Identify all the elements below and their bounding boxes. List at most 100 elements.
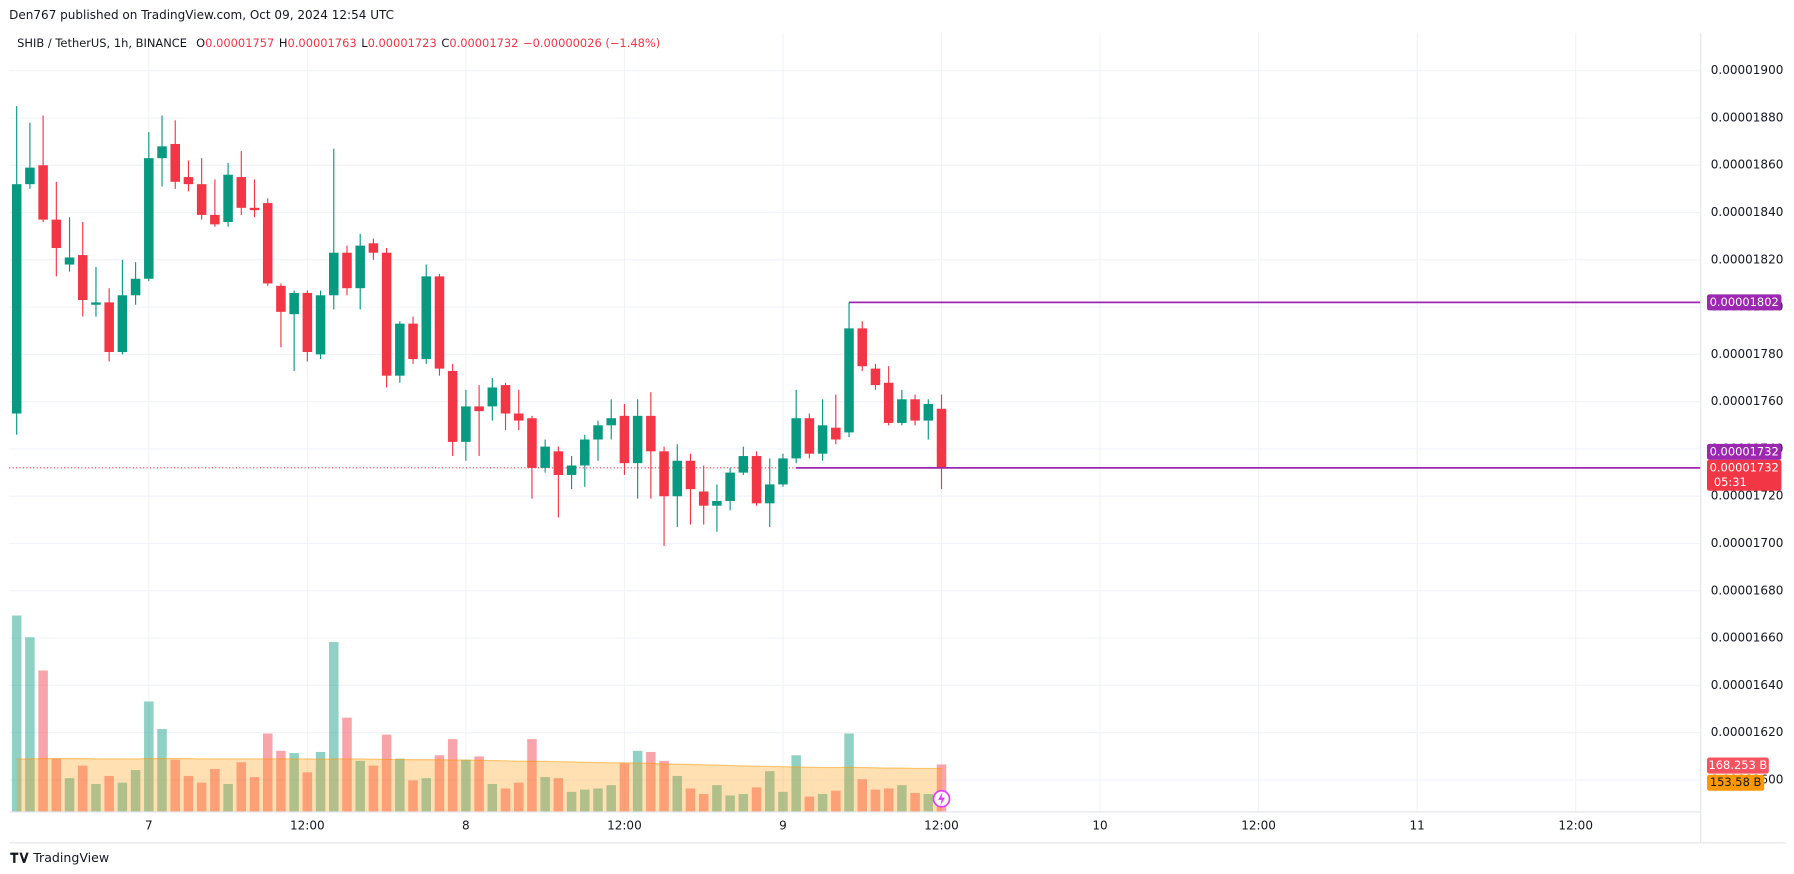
candle-body bbox=[38, 165, 48, 220]
x-tick-label: 12:00 bbox=[290, 819, 325, 833]
volume-bar bbox=[355, 760, 365, 812]
volume-bar bbox=[738, 794, 749, 812]
candle-body bbox=[764, 484, 775, 504]
volume-bar bbox=[698, 794, 709, 812]
candle-body bbox=[289, 292, 299, 315]
volume-ma-label-bg bbox=[1706, 774, 1765, 791]
x-tick-label: 10 bbox=[1092, 819, 1107, 833]
volume-label: 168.253 B bbox=[1709, 758, 1768, 772]
legend-symbol: SHIB / TetherUS, 1h, BINANCE bbox=[17, 36, 187, 50]
volume-bar bbox=[619, 763, 630, 812]
x-tick-label: 11 bbox=[1409, 819, 1424, 833]
candle-body bbox=[619, 415, 630, 464]
legend-key: C bbox=[441, 36, 449, 50]
candle-body bbox=[183, 177, 194, 185]
x-tick-label: 8 bbox=[462, 819, 470, 833]
candle-body bbox=[725, 472, 735, 501]
legend-value: 0.00001763 bbox=[288, 36, 357, 50]
candle-body bbox=[342, 252, 352, 289]
candle-body bbox=[395, 323, 405, 376]
volume-bar bbox=[883, 788, 894, 812]
candle-body bbox=[64, 257, 75, 265]
volume-bar bbox=[315, 751, 326, 812]
volume-bar bbox=[659, 760, 669, 812]
candle-body bbox=[897, 399, 907, 423]
candle-body bbox=[236, 177, 247, 208]
candle-body bbox=[117, 295, 128, 353]
candle-body bbox=[91, 302, 101, 305]
y-tick-label: 0.00001760 bbox=[1711, 394, 1784, 408]
volume-bar bbox=[910, 792, 920, 812]
legend: SHIB / TetherUS, 1h, BINANCE O0.00001757 H… bbox=[17, 36, 660, 50]
volume-bar bbox=[223, 784, 233, 812]
brand: TradingView bbox=[10, 850, 109, 865]
volume-bar bbox=[923, 794, 934, 812]
volume-bar bbox=[447, 739, 458, 812]
volume-bar bbox=[91, 784, 101, 812]
candle-body bbox=[712, 500, 722, 506]
brand-name: TradingView bbox=[32, 850, 109, 865]
x-tick-label: 12:00 bbox=[924, 819, 959, 833]
volume-bar bbox=[210, 768, 220, 812]
volume-bar bbox=[646, 751, 656, 812]
candle-body bbox=[223, 174, 233, 222]
volume-bar bbox=[540, 777, 550, 812]
candle-body bbox=[130, 278, 141, 296]
y-tick-label: 0.00001820 bbox=[1711, 252, 1784, 266]
volume-bar bbox=[183, 775, 194, 812]
volume-bar bbox=[606, 785, 616, 812]
candle-body bbox=[170, 143, 180, 182]
volume-bar bbox=[25, 637, 35, 812]
volume-bar bbox=[778, 791, 788, 812]
candle-body bbox=[196, 184, 207, 215]
volume-bar bbox=[593, 788, 603, 812]
volume-ma-area bbox=[16, 758, 942, 812]
candle-body bbox=[461, 406, 471, 442]
candle-body bbox=[844, 328, 854, 433]
volume-bar bbox=[77, 765, 88, 812]
volume bbox=[11, 615, 947, 812]
candle-body bbox=[738, 456, 749, 473]
level-label-bg bbox=[1706, 294, 1782, 311]
volume-bar bbox=[395, 758, 405, 812]
volume-bar bbox=[857, 779, 867, 812]
level-label: 0.00001802 bbox=[1710, 295, 1779, 309]
volume-bar bbox=[936, 764, 947, 812]
volume-bar bbox=[580, 789, 590, 812]
candle-body bbox=[355, 245, 365, 289]
candle-body bbox=[210, 214, 220, 225]
volume-bar bbox=[897, 785, 907, 812]
candle-body bbox=[302, 292, 313, 353]
candle-body bbox=[659, 451, 669, 497]
brand-logo bbox=[10, 852, 29, 863]
alert-icon bbox=[938, 791, 945, 806]
volume-bar bbox=[249, 777, 260, 812]
x-tick-label: 12:00 bbox=[1558, 819, 1593, 833]
y-tick-label: 0.00001880 bbox=[1711, 110, 1784, 124]
volume-bar bbox=[870, 789, 881, 812]
candle-body bbox=[421, 276, 432, 360]
volume-bar bbox=[712, 785, 722, 812]
volume-bar bbox=[685, 788, 696, 812]
volume-bar bbox=[500, 788, 511, 812]
candle-body bbox=[857, 328, 867, 367]
volume-bar bbox=[791, 755, 801, 812]
candle-body bbox=[791, 418, 801, 459]
y-tick-label: 0.00001640 bbox=[1711, 678, 1784, 692]
volume-bar bbox=[342, 717, 352, 812]
volume-bar bbox=[566, 791, 577, 812]
volume-label-bg bbox=[1706, 757, 1769, 774]
x-tick-label: 12:00 bbox=[1241, 819, 1276, 833]
volume-bar bbox=[381, 734, 392, 812]
candle-body bbox=[144, 158, 154, 279]
y-tick-label: 0.00001780 bbox=[1711, 347, 1784, 361]
volume-bar bbox=[276, 750, 286, 812]
volume-bar bbox=[487, 784, 498, 812]
candle-body bbox=[870, 368, 881, 386]
legend-key: O bbox=[196, 36, 205, 50]
volume-bar bbox=[117, 782, 128, 812]
candle-body bbox=[646, 415, 656, 452]
volume-bar bbox=[764, 771, 775, 812]
volume-bar bbox=[408, 780, 418, 812]
